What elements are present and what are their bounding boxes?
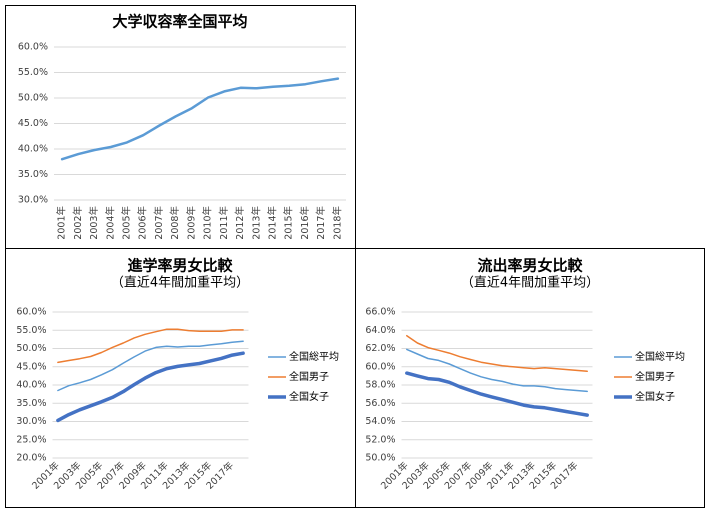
x-tick-label: 2014年 [267,206,279,240]
y-tick-label: 60.0% [18,42,48,53]
x-tick-label: 2009年 [185,206,197,240]
y-tick-label: 54.0% [365,416,395,427]
chart-title: 大学収容率全国平均 [112,13,247,31]
x-tick-label: 2002年 [72,206,84,240]
legend-label: 全国総平均 [289,350,339,363]
legend-label: 全国女子 [289,390,329,403]
x-tick-label: 2001年 [56,206,68,240]
y-tick-label: 40.0% [16,380,46,391]
chart-title: 進学率男女比較 [127,257,233,275]
y-tick-label: 64.0% [365,325,395,336]
y-tick-label: 45.0% [16,361,46,372]
x-tick-label: 2015年 [283,206,295,240]
y-tick-label: 55.0% [16,325,46,336]
y-tick-label: 66.0% [365,307,395,318]
legend-label: 全国男子 [289,370,329,383]
x-tick-label: 2017年 [315,206,327,240]
chart-subtitle: （直近4年間加重平均） [461,275,599,291]
y-tick-label: 40.0% [18,144,48,155]
y-tick-label: 35.0% [18,169,48,180]
series-line [57,328,244,364]
x-tick-label: 2006年 [137,206,149,240]
x-tick-label: 2003年 [88,206,100,240]
x-tick-label: 2016年 [299,206,311,240]
y-tick-label: 50.0% [18,93,48,104]
x-tick-label: 2004年 [104,206,116,240]
y-tick-label: 56.0% [365,398,395,409]
chart-title: 流出率男女比較 [477,257,583,275]
y-tick-label: 52.0% [365,434,395,445]
x-tick-label: 2012年 [234,206,246,240]
panel-border [355,248,705,508]
series-line [406,348,588,393]
y-tick-label: 30.0% [18,195,48,206]
x-tick-label: 2008年 [169,206,181,240]
x-tick-label: 2013年 [250,206,262,240]
legend-label: 全国女子 [635,390,675,403]
series-line [60,77,340,161]
chart-subtitle: （直近4年間加重平均） [111,275,249,291]
y-tick-label: 35.0% [16,398,46,409]
series-line [56,351,245,423]
y-tick-label: 58.0% [365,380,395,391]
legend-label: 全国男子 [635,370,675,383]
x-tick-label: 2005年 [121,206,133,240]
series-line [405,371,589,417]
y-tick-label: 30.0% [16,416,46,427]
x-tick-label: 2010年 [202,206,214,240]
y-tick-label: 25.0% [16,434,46,445]
y-tick-label: 20.0% [16,453,46,464]
x-tick-label: 2011年 [218,206,230,240]
x-tick-label: 2018年 [331,206,343,240]
y-tick-label: 62.0% [365,343,395,354]
legend-label: 全国総平均 [635,350,685,363]
y-tick-label: 55.0% [18,67,48,78]
y-tick-label: 45.0% [18,118,48,129]
y-tick-label: 50.0% [365,453,395,464]
series-line [406,334,588,373]
y-tick-label: 60.0% [365,361,395,372]
x-tick-label: 2007年 [153,206,165,240]
series-line [57,340,244,392]
y-tick-label: 60.0% [16,307,46,318]
y-tick-label: 50.0% [16,343,46,354]
